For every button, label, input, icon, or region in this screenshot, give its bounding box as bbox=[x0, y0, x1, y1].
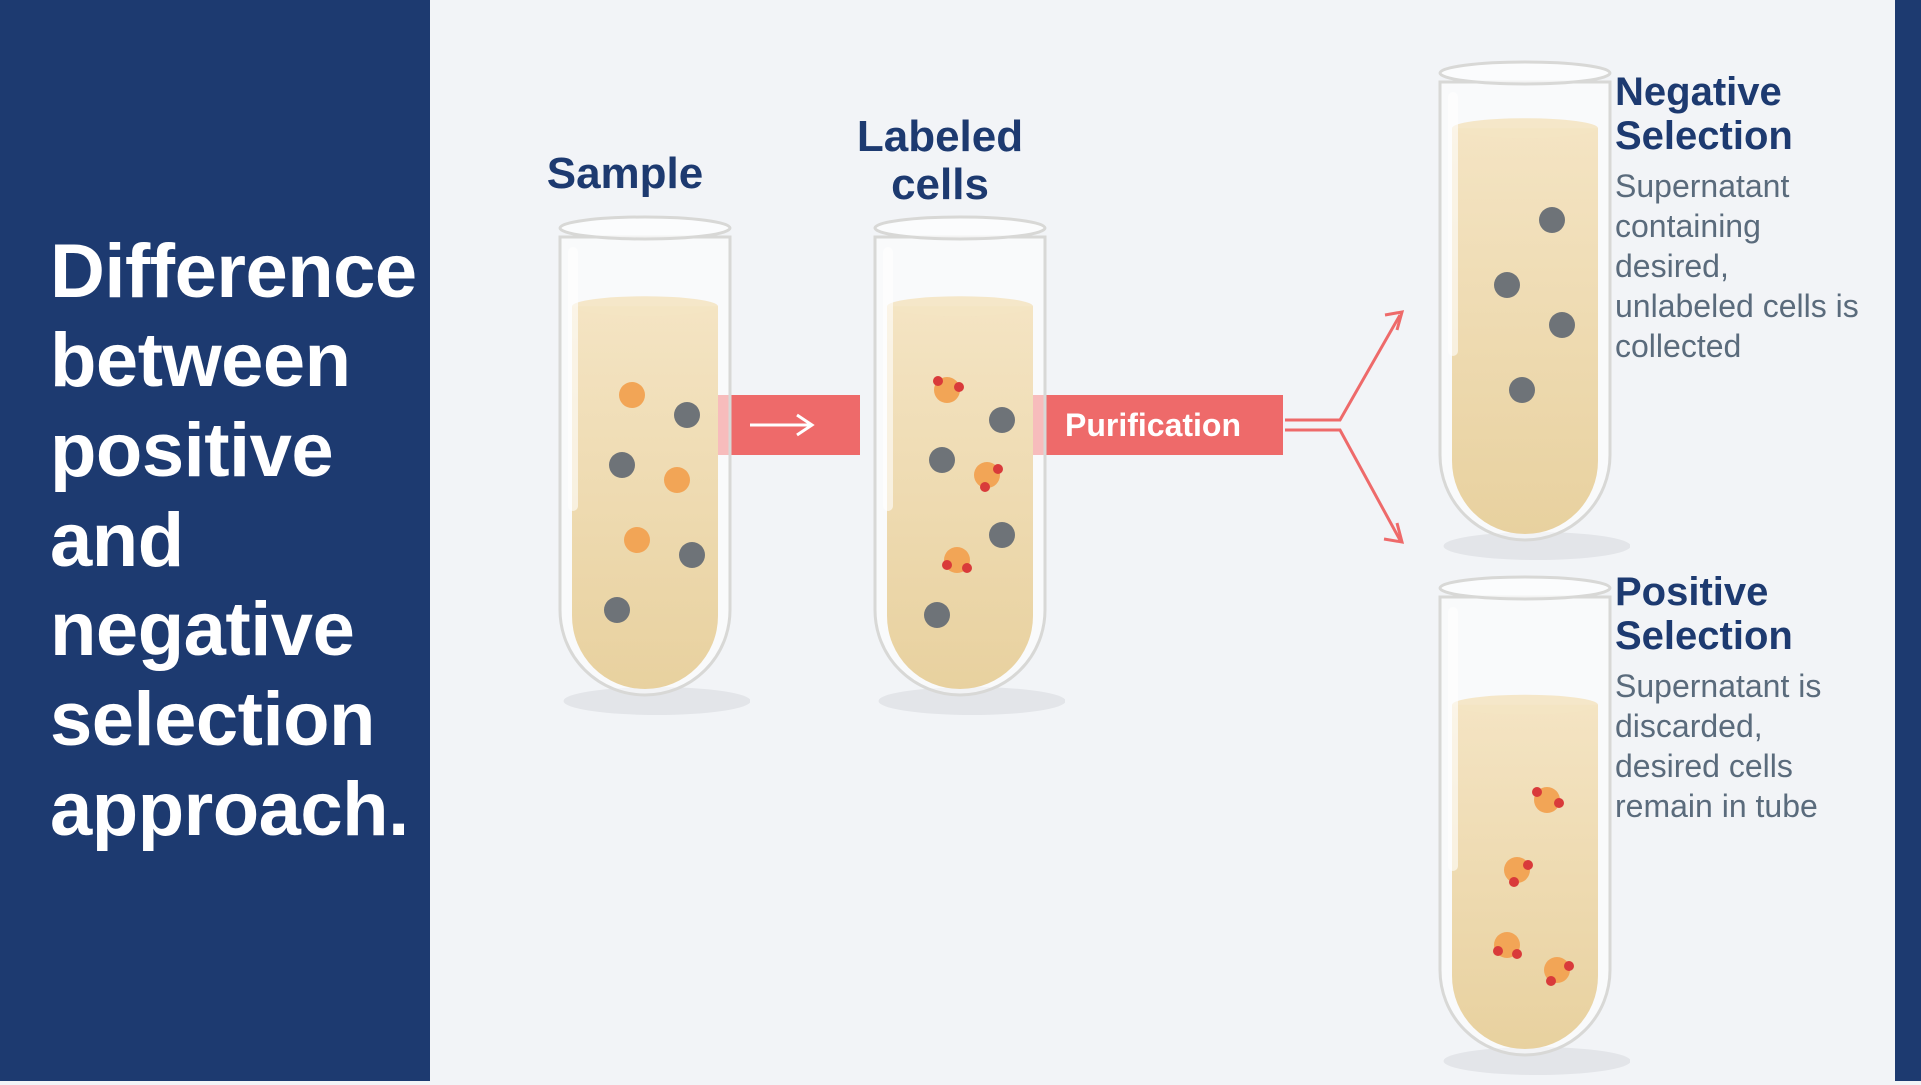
positive-selection-text: Positive Selection Supernatant is discar… bbox=[1615, 570, 1875, 826]
sample-label: Sample bbox=[515, 150, 735, 198]
page-title: Difference between positive and negative… bbox=[50, 227, 417, 855]
purification-label: Purification bbox=[1065, 407, 1241, 444]
tube-labeled bbox=[855, 205, 1065, 725]
negative-title: Negative Selection bbox=[1615, 70, 1875, 158]
tube-sample bbox=[540, 205, 750, 725]
right-edge-strip bbox=[1895, 0, 1921, 1081]
sidebar-title-panel: Difference between positive and negative… bbox=[0, 0, 430, 1081]
labeled-cells-label: Labeled cells bbox=[810, 113, 1070, 210]
diagram-area: Sample Labeled cells Negative Selection … bbox=[430, 0, 1895, 1081]
negative-desc: Supernatant containing desired, unlabele… bbox=[1615, 166, 1875, 366]
tube-positive bbox=[1420, 565, 1630, 1085]
arrow-icon bbox=[745, 410, 825, 440]
split-arrows bbox=[1280, 290, 1430, 570]
positive-title: Positive Selection bbox=[1615, 570, 1875, 658]
negative-selection-text: Negative Selection Supernatant containin… bbox=[1615, 70, 1875, 366]
positive-desc: Supernatant is discarded, desired cells … bbox=[1615, 666, 1875, 826]
tube-negative bbox=[1420, 50, 1630, 570]
